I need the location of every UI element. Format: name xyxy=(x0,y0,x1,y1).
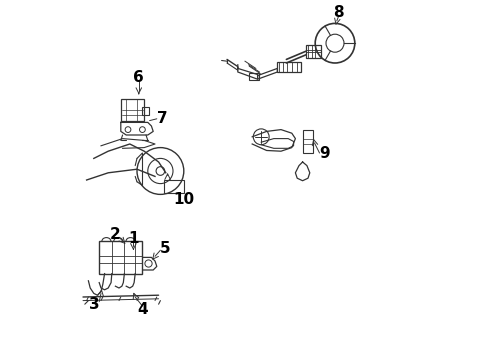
Bar xyxy=(277,62,301,72)
Bar xyxy=(248,73,259,80)
Text: 5: 5 xyxy=(160,241,171,256)
Bar xyxy=(143,107,149,115)
Bar xyxy=(99,241,143,274)
Text: 9: 9 xyxy=(319,145,329,161)
Text: 1: 1 xyxy=(128,231,139,246)
Text: 8: 8 xyxy=(333,5,344,20)
Text: 4: 4 xyxy=(137,302,147,317)
Bar xyxy=(306,45,320,58)
Bar xyxy=(303,130,314,153)
Text: 7: 7 xyxy=(157,111,168,126)
Circle shape xyxy=(156,167,165,175)
Bar xyxy=(164,180,184,193)
Text: 10: 10 xyxy=(173,192,195,207)
Text: 6: 6 xyxy=(133,70,144,85)
Text: 3: 3 xyxy=(89,297,100,312)
Text: 2: 2 xyxy=(110,227,121,242)
Bar xyxy=(121,99,144,121)
